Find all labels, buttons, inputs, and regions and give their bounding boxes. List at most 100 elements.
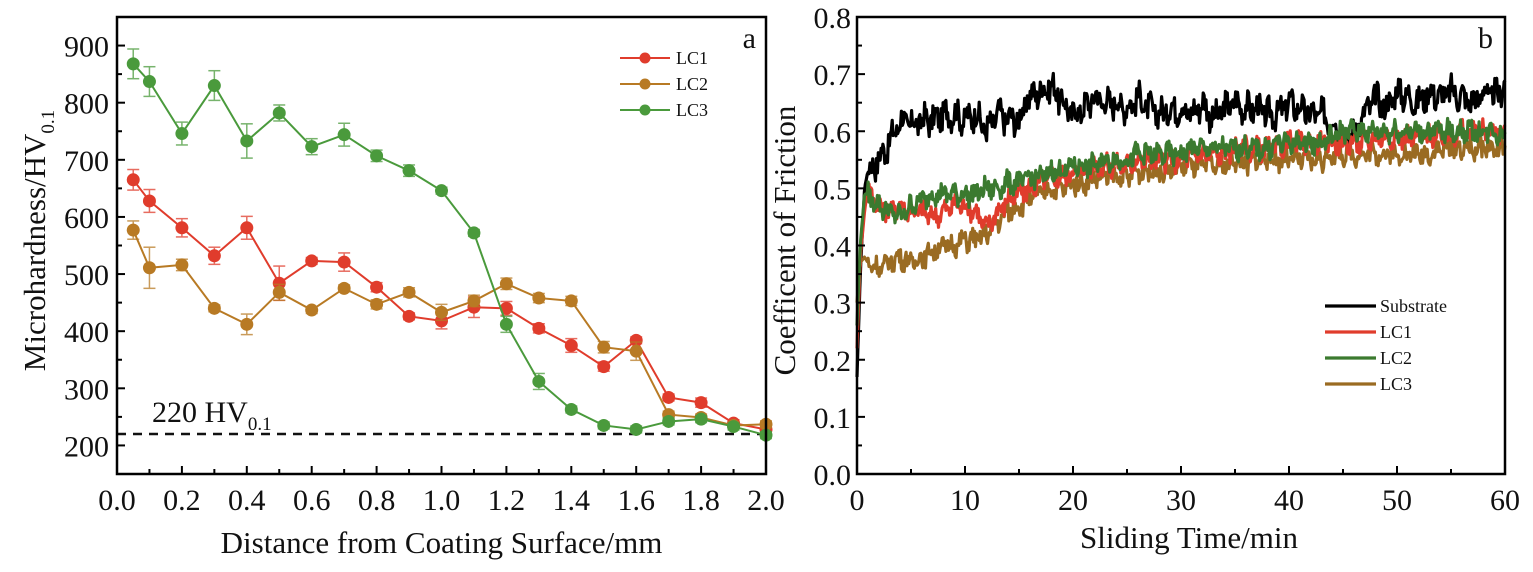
y-tick-label: 600 [64, 202, 109, 235]
data-point [142, 75, 156, 89]
panel-a-y-axis-label-subscript: 0.1 [38, 110, 59, 134]
data-point [564, 402, 578, 416]
data-point [175, 127, 189, 141]
legend-label: LC2 [676, 74, 708, 94]
x-tick-label: 40 [1274, 484, 1304, 517]
data-point [240, 221, 254, 235]
legend-item-lc2: LC2 [620, 74, 708, 94]
data-point [142, 261, 156, 275]
x-tick-label: 1.8 [682, 484, 720, 517]
data-point [694, 396, 708, 410]
y-tick-label: 0.3 [814, 288, 852, 321]
data-point [142, 194, 156, 208]
data-point [532, 374, 546, 388]
data-point [175, 258, 189, 272]
data-point [402, 285, 416, 299]
data-point [499, 317, 513, 331]
data-point [402, 164, 416, 178]
panel-a-x-axis-label: Distance from Coating Surface/mm [221, 525, 663, 560]
legend-label: LC3 [676, 100, 708, 120]
data-point [564, 338, 578, 352]
data-point [629, 422, 643, 436]
data-point [629, 344, 643, 358]
data-point [694, 412, 708, 426]
panel-a-threshold-annotation-subscript: 0.1 [248, 414, 272, 435]
data-point [467, 294, 481, 308]
data-point [597, 360, 611, 374]
y-tick-label: 800 [64, 88, 109, 121]
x-tick-label: 30 [1166, 484, 1196, 517]
data-point [207, 249, 221, 263]
panel-a-threshold-annotation: 220 HV0.1 [152, 396, 272, 435]
data-point [126, 57, 140, 71]
panel-a-hardness-chart: 0.0 0.2 0.4 0.6 0.8 1.0 1.2 1.4 1.6 1.8 2.0 200 300 4… [17, 15, 785, 560]
y-tick-label: 500 [64, 259, 109, 292]
panel-a-threshold-annotation-main: 220 HV [152, 396, 248, 429]
data-point [532, 291, 546, 305]
data-point [662, 390, 676, 404]
series-line-lc3 [132, 63, 767, 437]
data-point [272, 285, 286, 299]
y-tick-label: 0.7 [814, 59, 852, 92]
x-tick-label: 60 [1490, 484, 1520, 517]
data-point [532, 321, 546, 335]
y-tick-label: 0.1 [814, 402, 852, 435]
legend-item-substrate: Substrate [1325, 296, 1447, 316]
data-point [337, 128, 351, 142]
legend-marker [639, 52, 651, 64]
legend-item-lc3: LC3 [1325, 374, 1412, 394]
panel-a-y-axis-label-main: Microhardness/HV [17, 133, 52, 371]
panel-b-label: b [1478, 22, 1493, 55]
legend-marker [639, 78, 651, 90]
x-tick-label: 20 [1058, 484, 1088, 517]
x-tick-label: 1.2 [488, 484, 526, 517]
data-point [467, 226, 481, 240]
data-point [240, 134, 254, 148]
data-point [240, 317, 254, 331]
data-point [370, 297, 384, 311]
data-point [499, 301, 513, 315]
legend-label: LC1 [676, 48, 708, 68]
data-point [435, 305, 448, 319]
data-point [435, 184, 448, 198]
panel-b-legend: Substrate LC1 LC2 LC3 [1325, 296, 1447, 394]
y-tick-label: 700 [64, 145, 109, 178]
panel-a-label: a [743, 22, 756, 55]
data-point [126, 223, 140, 237]
legend-label: LC1 [1380, 322, 1412, 342]
data-point [126, 173, 140, 187]
panel-a-ticks: 0.0 0.2 0.4 0.6 0.8 1.0 1.2 1.4 1.6 1.8 2.0 200 300 4… [64, 31, 785, 517]
y-tick-label: 900 [64, 31, 109, 64]
panel-b-ticks: 0 10 20 30 40 50 60 0.0 0.1 0.2 0.3 0.4 0.5 0.6 0.7 0.8 [814, 2, 1521, 517]
x-tick-label: 0.6 [293, 484, 331, 517]
y-tick-label: 0.5 [814, 173, 852, 206]
data-point [207, 79, 221, 93]
data-point [727, 420, 741, 434]
data-point [402, 309, 416, 323]
legend-marker [639, 104, 651, 116]
x-tick-label: 0.2 [163, 484, 201, 517]
y-tick-label: 0.8 [814, 2, 852, 35]
y-tick-label: 400 [64, 316, 109, 349]
legend-item-lc2: LC2 [1325, 348, 1412, 368]
x-tick-label: 10 [950, 484, 980, 517]
data-point [337, 255, 351, 269]
data-point [272, 106, 286, 120]
data-point [175, 221, 189, 235]
panel-a-legend: LC1 LC2 LC3 [620, 48, 708, 120]
x-tick-label: 0.0 [98, 484, 136, 517]
data-point [597, 418, 611, 432]
data-point [305, 140, 319, 154]
series-lc2 [126, 220, 773, 432]
series-line-substrate [855, 71, 1507, 377]
y-tick-label: 0.4 [814, 231, 852, 264]
panel-a-plot-area [117, 48, 773, 442]
series-lc1 [126, 168, 773, 436]
data-point [629, 333, 643, 347]
legend-label: LC2 [1380, 348, 1412, 368]
data-point [305, 254, 319, 268]
y-tick-label: 300 [64, 373, 109, 406]
x-tick-label: 50 [1382, 484, 1412, 517]
data-point [370, 280, 384, 294]
